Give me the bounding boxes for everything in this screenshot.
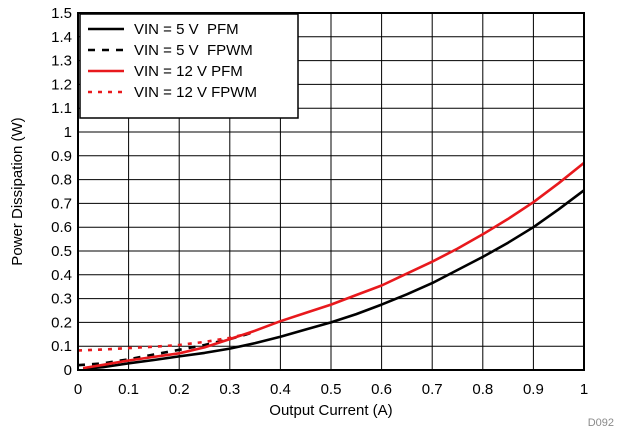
- series-layer: [77, 161, 585, 371]
- y-tick-label: 0.9: [51, 148, 72, 165]
- y-tick-label: 1.4: [51, 29, 72, 46]
- series-line-1: [82, 189, 585, 371]
- y-tick-label: 0.4: [51, 267, 72, 284]
- x-tick-label: 0.7: [422, 381, 443, 398]
- x-tick-label: 0.8: [472, 381, 493, 398]
- x-tick-label: 1: [580, 381, 588, 398]
- x-tick-labels: 0 0.1 0.2 0.3 0.4 0.5 0.6 0.7 0.8 0.9 1: [74, 381, 588, 398]
- y-tick-label: 1.1: [51, 100, 72, 117]
- x-tick-label: 0.6: [371, 381, 392, 398]
- legend-label: VIN = 5 V FPWM: [134, 42, 253, 59]
- y-axis-label: Power Dissipation (W): [9, 117, 26, 265]
- y-tick-label: 0.8: [51, 172, 72, 189]
- figure-id: D092: [588, 417, 614, 429]
- y-tick-label: 0.6: [51, 219, 72, 236]
- y-tick-label: 1.5: [51, 5, 72, 22]
- x-tick-label: 0.3: [219, 381, 240, 398]
- series-line-3: [82, 161, 585, 370]
- series-line-2: [77, 330, 256, 367]
- y-tick-label: 1.2: [51, 76, 72, 93]
- legend-label: VIN = 12 V FPWM: [134, 84, 257, 101]
- y-tick-label: 0.1: [51, 338, 72, 355]
- y-tick-label: 0.7: [51, 195, 72, 212]
- x-tick-label: 0.2: [169, 381, 190, 398]
- y-tick-label: 0.2: [51, 314, 72, 331]
- y-tick-label: 1: [64, 124, 72, 141]
- x-tick-label: 0: [74, 381, 82, 398]
- y-tick-label: 0: [64, 362, 72, 379]
- y-tick-labels: 0 0.1 0.2 0.3 0.4 0.5 0.6 0.7 0.8 0.9 1 1.1 1.2 1.3 1.…: [51, 5, 72, 379]
- y-tick-label: 0.3: [51, 291, 72, 308]
- y-tick-label: 1.3: [51, 53, 72, 70]
- x-tick-label: 0.1: [118, 381, 139, 398]
- x-tick-label: 0.4: [270, 381, 291, 398]
- x-axis-label: Output Current (A): [269, 402, 392, 419]
- legend: VIN = 5 V PFM VIN = 5 V FPWM VIN = 12 V PF…: [79, 13, 299, 119]
- x-tick-label: 0.9: [523, 381, 544, 398]
- y-tick-label: 0.5: [51, 243, 72, 260]
- x-tick-label: 0.5: [321, 381, 342, 398]
- legend-label: VIN = 5 V PFM: [134, 21, 239, 38]
- legend-box: [79, 13, 299, 119]
- plot-frame: [77, 12, 585, 371]
- legend-label: VIN = 12 V PFM: [134, 63, 243, 80]
